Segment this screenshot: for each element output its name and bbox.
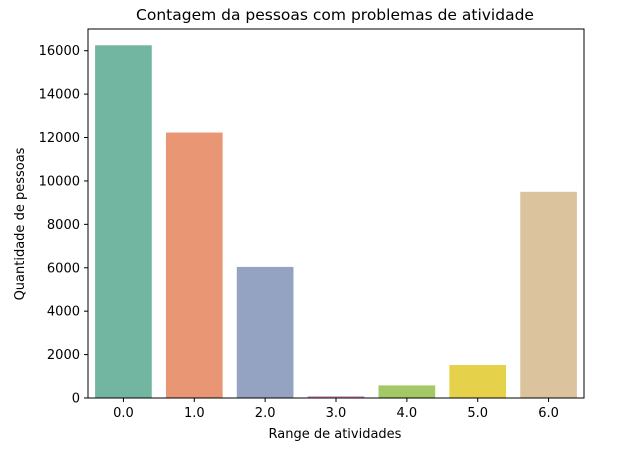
bar-3.0: [307, 396, 365, 398]
x-tick-label: 3.0: [326, 406, 347, 421]
plot-frame: [87, 28, 585, 399]
bar-5.0: [449, 365, 507, 398]
y-axis-label: Quantidade de pessoas: [13, 147, 28, 300]
y-tick-label: 4000: [47, 305, 80, 320]
bar-1.0: [165, 132, 223, 399]
bar-4.0: [378, 385, 436, 398]
x-tick-label: 0.0: [113, 406, 134, 421]
bar-2.0: [236, 266, 294, 398]
x-axis: 0.0 1.0 2.0 3.0 4.0 5.0 6.0: [113, 398, 559, 421]
y-tick-label: 12000: [39, 131, 80, 146]
y-tick-label: 0: [72, 392, 80, 407]
y-tick-label: 14000: [39, 88, 80, 103]
x-tick-label: 6.0: [538, 406, 559, 421]
x-tick-label: 5.0: [467, 406, 488, 421]
x-tick-label: 2.0: [255, 406, 276, 421]
bars-group: [95, 45, 577, 399]
y-tick-label: 10000: [39, 174, 80, 189]
y-tick-label: 16000: [39, 44, 80, 59]
y-tick-label: 8000: [47, 218, 80, 233]
chart-title: Contagem da pessoas com problemas de ati…: [136, 6, 534, 24]
x-tick-label: 1.0: [184, 406, 205, 421]
x-tick-label: 4.0: [397, 406, 418, 421]
y-tick-label: 6000: [47, 261, 80, 276]
x-axis-label: Range de atividades: [269, 427, 402, 442]
bar-6.0: [520, 191, 577, 398]
y-tick-label: 2000: [47, 348, 80, 363]
bar-0.0: [95, 45, 152, 398]
y-axis: 0 2000 4000 6000 8000 10000 12000 14000 16000: [39, 44, 88, 407]
